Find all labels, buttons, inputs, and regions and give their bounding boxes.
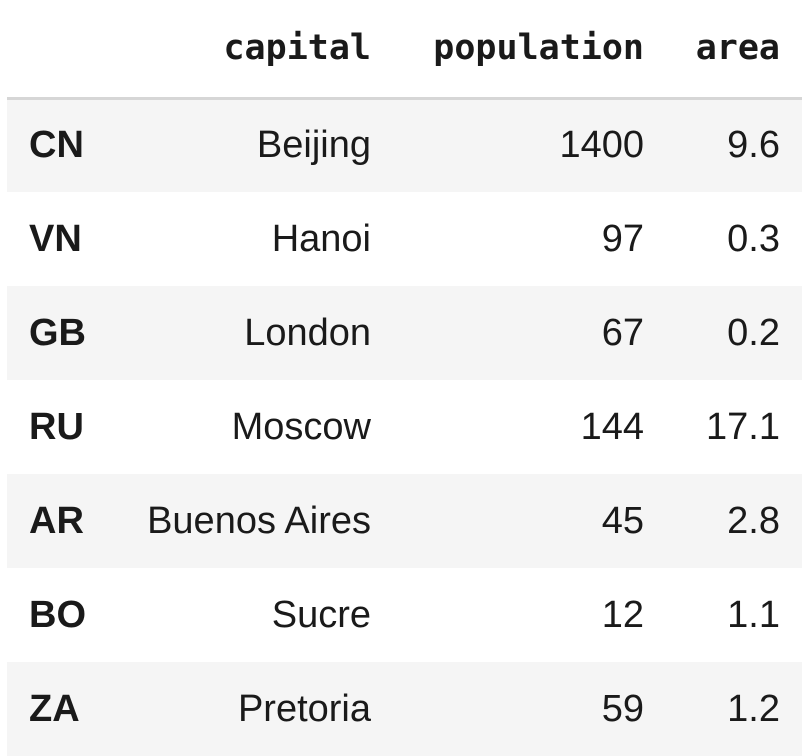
cell-area: 0.3 bbox=[727, 217, 780, 260]
cell-capital: Sucre bbox=[271, 593, 371, 636]
table-body: CN Beijing 1400 9.6 VN Hanoi 97 0.3 GB L… bbox=[7, 98, 802, 756]
index-header-cell bbox=[7, 0, 109, 100]
cell-capital: London bbox=[244, 311, 371, 354]
cell-population: 59 bbox=[601, 687, 644, 730]
cell-area: 1.2 bbox=[727, 687, 780, 730]
row-index-label: CN bbox=[29, 124, 84, 167]
row-index-label: AR bbox=[29, 499, 84, 542]
row-index-label: RU bbox=[29, 405, 84, 448]
cell-area: 17.1 bbox=[706, 405, 780, 448]
cell-capital: Beijing bbox=[256, 124, 371, 167]
row-index-label: VN bbox=[29, 217, 82, 260]
dataframe-table: capital population area CN Beijing 1400 … bbox=[7, 0, 802, 756]
cell-population: 144 bbox=[580, 405, 644, 448]
table-row: ZA Pretoria 59 1.2 bbox=[7, 662, 802, 756]
cell-population: 1400 bbox=[559, 124, 644, 167]
table-row: CN Beijing 1400 9.6 bbox=[7, 98, 802, 192]
cell-population: 12 bbox=[601, 593, 644, 636]
cell-capital: Hanoi bbox=[271, 217, 371, 260]
header-row: capital population area bbox=[7, 0, 802, 100]
cell-population: 67 bbox=[601, 311, 644, 354]
cell-capital: Buenos Aires bbox=[147, 499, 371, 542]
cell-capital: Pretoria bbox=[237, 687, 371, 730]
dataframe-output: capital population area CN Beijing 1400 … bbox=[7, 0, 802, 756]
cell-area: 1.1 bbox=[727, 593, 780, 636]
row-index-label: GB bbox=[29, 311, 86, 354]
row-index-label: BO bbox=[29, 593, 86, 636]
table-row: RU Moscow 144 17.1 bbox=[7, 380, 802, 474]
table-header: capital population area bbox=[7, 0, 802, 100]
cell-area: 0.2 bbox=[727, 311, 780, 354]
table-row: BO Sucre 12 1.1 bbox=[7, 568, 802, 662]
column-header-capital: capital bbox=[109, 0, 393, 100]
row-index-label: ZA bbox=[29, 687, 80, 730]
cell-area: 2.8 bbox=[727, 499, 780, 542]
cell-capital: Moscow bbox=[231, 405, 371, 448]
column-header-population: population bbox=[393, 0, 666, 100]
table-row: GB London 67 0.2 bbox=[7, 286, 802, 380]
cell-population: 45 bbox=[601, 499, 644, 542]
column-header-area: area bbox=[666, 0, 802, 100]
table-row: AR Buenos Aires 45 2.8 bbox=[7, 474, 802, 568]
cell-population: 97 bbox=[601, 217, 644, 260]
cell-area: 9.6 bbox=[727, 124, 780, 167]
table-row: VN Hanoi 97 0.3 bbox=[7, 192, 802, 286]
